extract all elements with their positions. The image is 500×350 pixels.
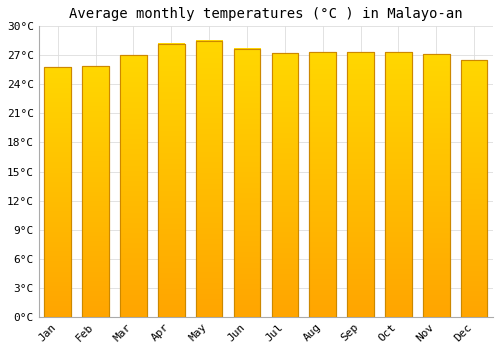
Bar	[120, 55, 146, 317]
Title: Average monthly temperatures (°C ) in Malayo-an: Average monthly temperatures (°C ) in Ma…	[69, 7, 462, 21]
Bar	[272, 54, 298, 317]
Bar	[158, 44, 184, 317]
Bar	[423, 54, 450, 317]
Bar	[158, 44, 184, 317]
Bar	[461, 60, 487, 317]
Bar	[423, 54, 450, 317]
Bar	[196, 41, 222, 317]
Bar	[82, 66, 109, 317]
Bar	[385, 52, 411, 317]
Bar	[196, 41, 222, 317]
Bar	[348, 52, 374, 317]
Bar	[348, 52, 374, 317]
Bar	[385, 52, 411, 317]
Bar	[44, 67, 71, 317]
Bar	[44, 67, 71, 317]
Bar	[82, 66, 109, 317]
Bar	[272, 54, 298, 317]
Bar	[461, 60, 487, 317]
Bar	[310, 52, 336, 317]
Bar	[120, 55, 146, 317]
Bar	[310, 52, 336, 317]
Bar	[234, 49, 260, 317]
Bar	[234, 49, 260, 317]
